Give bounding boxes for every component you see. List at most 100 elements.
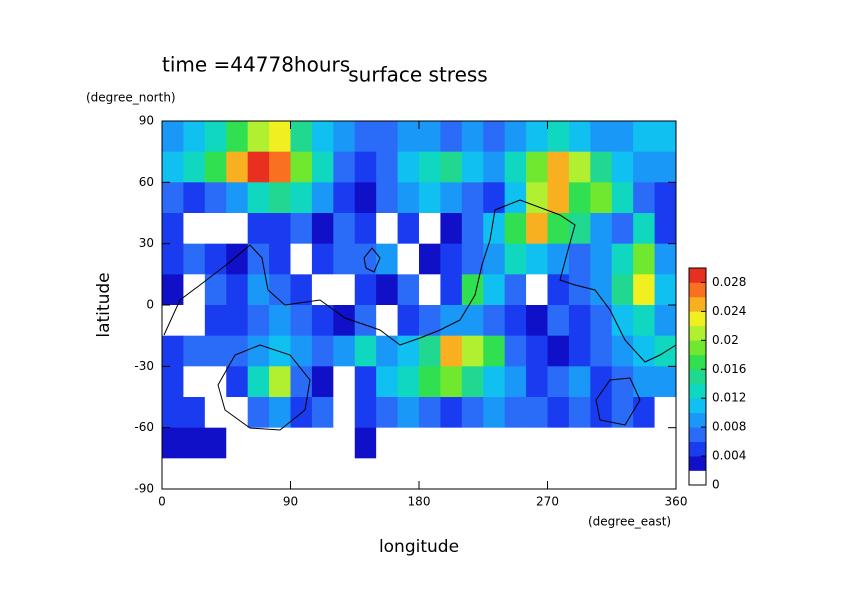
heatmap-cell — [226, 427, 249, 459]
heatmap-cell — [290, 305, 313, 337]
heatmap-cell — [226, 458, 249, 490]
heatmap-cell — [204, 427, 227, 459]
heatmap-cell — [633, 274, 656, 306]
heatmap-cell — [611, 458, 634, 490]
heatmap-cell — [311, 397, 334, 429]
heatmap-cell — [183, 274, 206, 306]
heatmap-cell — [397, 274, 420, 306]
heatmap-cell — [568, 458, 591, 490]
heatmap-cell — [504, 397, 527, 429]
heatmap-cell — [162, 121, 184, 153]
heatmap-cell — [590, 151, 613, 183]
heatmap — [162, 121, 677, 490]
heatmap-cell — [376, 274, 399, 306]
heatmap-cell — [183, 397, 206, 429]
heatmap-cell — [183, 366, 206, 398]
heatmap-cell — [333, 397, 356, 429]
heatmap-cell — [290, 274, 313, 306]
heatmap-cell — [633, 182, 656, 214]
heatmap-cell — [611, 427, 634, 459]
heatmap-cell — [204, 458, 227, 490]
heatmap-cell — [461, 182, 484, 214]
x-tick-label: 180 — [408, 495, 431, 509]
heatmap-cell — [204, 366, 227, 398]
heatmap-cell — [247, 458, 270, 490]
heatmap-cell — [504, 274, 527, 306]
heatmap-cell — [590, 427, 613, 459]
heatmap-cell — [483, 121, 506, 153]
colorbar: 0 0.004 0.008 0.012 0.016 0.02 0.024 0.028 — [688, 267, 746, 492]
coastlines — [163, 199, 677, 431]
heatmap-cell — [526, 243, 548, 275]
heatmap-cell — [611, 366, 634, 398]
heatmap-cell — [269, 397, 291, 429]
heatmap-cell — [440, 121, 463, 153]
heatmap-cell — [247, 427, 270, 459]
heatmap-cell — [440, 458, 463, 490]
heatmap-cell — [440, 274, 463, 306]
heatmap-cell — [226, 213, 249, 245]
coastline — [363, 247, 381, 273]
heatmap-cell — [354, 151, 377, 183]
heatmap-cell — [590, 121, 613, 153]
heatmap-cell — [590, 458, 613, 490]
y-axis-label: latitude — [94, 272, 114, 337]
heatmap-cell — [397, 213, 420, 245]
colorbar-tick-label: 0.004 — [712, 449, 746, 463]
heatmap-cell — [354, 427, 377, 459]
heatmap-cell — [440, 243, 463, 275]
x-tick-label: 90 — [283, 495, 298, 509]
heatmap-cell — [633, 397, 656, 429]
heatmap-cell — [654, 458, 677, 490]
heatmap-cell — [183, 458, 206, 490]
heatmap-cell — [568, 397, 591, 429]
heatmap-cell — [376, 427, 399, 459]
heatmap-cell — [568, 274, 591, 306]
heatmap-cell — [568, 182, 591, 214]
heatmap-cell — [376, 121, 399, 153]
heatmap-cell — [226, 151, 249, 183]
heatmap-cell — [333, 305, 356, 337]
heatmap-cell — [504, 121, 527, 153]
heatmap-cell — [590, 182, 613, 214]
heatmap-cell — [568, 305, 591, 337]
y-tick-label: 30 — [139, 236, 154, 250]
heatmap-cell — [440, 335, 463, 367]
heatmap-cell — [654, 243, 677, 275]
heatmap-cell — [397, 121, 420, 153]
heatmap-cell — [633, 458, 656, 490]
heatmap-cell — [440, 427, 463, 459]
heatmap-cell — [162, 458, 184, 490]
heatmap-cell — [547, 121, 570, 153]
heatmap-cell — [461, 243, 484, 275]
heatmap-cell — [654, 151, 677, 183]
heatmap-cell — [226, 305, 249, 337]
heatmap-cell — [269, 151, 291, 183]
heatmap-cell — [162, 335, 184, 367]
heatmap-cell — [247, 151, 270, 183]
heatmap-cell — [461, 274, 484, 306]
heatmap-cell — [611, 182, 634, 214]
heatmap-cell — [654, 274, 677, 306]
heatmap-cell — [397, 366, 420, 398]
heatmap-cell — [440, 151, 463, 183]
heatmap-cell — [333, 458, 356, 490]
heatmap-cell — [311, 458, 334, 490]
colorbar-band — [689, 282, 706, 298]
heatmap-cell — [226, 366, 249, 398]
heatmap-cell — [354, 121, 377, 153]
heatmap-cell — [526, 213, 548, 245]
heatmap-cell — [419, 427, 441, 459]
heatmap-cell — [419, 366, 441, 398]
heatmap-cell — [633, 305, 656, 337]
colorbar-band — [689, 441, 706, 457]
heatmap-cell — [183, 151, 206, 183]
colorbar-band — [689, 354, 706, 370]
heatmap-cell — [526, 335, 548, 367]
heatmap-cell — [504, 427, 527, 459]
heatmap-cell — [247, 305, 270, 337]
heatmap-cell — [290, 243, 313, 275]
colorbar-band — [689, 311, 706, 327]
heatmap-cell — [568, 213, 591, 245]
heatmap-cell — [654, 366, 677, 398]
